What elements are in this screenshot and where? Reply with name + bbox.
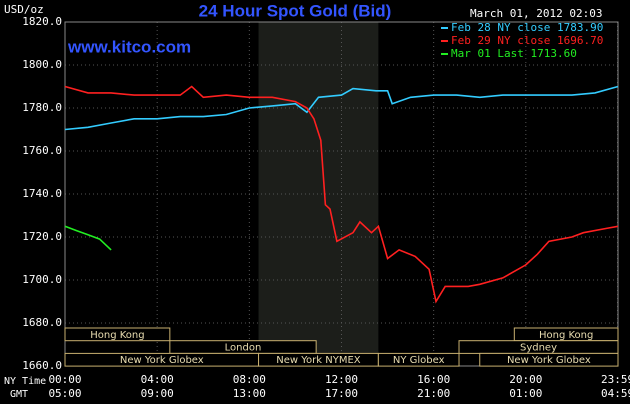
x-tick-label-gmt: 21:00 (417, 387, 450, 400)
y-tick-label: 1800.0 (22, 58, 62, 71)
x-tick-label-gmt: 13:00 (233, 387, 266, 400)
session-label: Hong Kong (90, 330, 144, 341)
timestamp: March 01, 2012 02:03 (470, 7, 602, 20)
x-tick-label: 20:00 (509, 373, 542, 386)
session-label: Sydney (520, 343, 557, 354)
session-bar (377, 352, 460, 367)
chart-title: 24 Hour Spot Gold (Bid) (199, 1, 392, 20)
x-tick-label-gmt: 05:00 (48, 387, 81, 400)
session-label: Hong Kong (539, 330, 593, 341)
session-label: New York Globex (120, 355, 204, 366)
series-line (64, 85, 619, 131)
x-tick-label: 08:00 (233, 373, 266, 386)
x-tick-label-gmt: 04:59 (601, 387, 630, 400)
y-tick-label: 1660.0 (22, 359, 62, 372)
x-tick-label: 23:59 (601, 373, 630, 386)
y-tick-label: 1780.0 (22, 101, 62, 114)
x-row-label: NY Time (4, 376, 46, 387)
legend-label: Mar 01 Last 1713.60 (451, 47, 577, 60)
y-tick-label: 1740.0 (22, 187, 62, 200)
y-axis-label: USD/oz (4, 3, 44, 16)
x-tick-label: 04:00 (141, 373, 174, 386)
y-tick-label: 1700.0 (22, 273, 62, 286)
x-tick-label: 00:00 (48, 373, 81, 386)
y-tick-label: 1760.0 (22, 144, 62, 157)
legend-label: Feb 28 NY close 1783.90 (451, 21, 603, 34)
x-tick-label: 16:00 (417, 373, 450, 386)
y-tick-label: 1720.0 (22, 230, 62, 243)
x-tick-label-gmt: 09:00 (141, 387, 174, 400)
session-label: NY Globex (393, 355, 445, 366)
x-tick-label-gmt: 17:00 (325, 387, 358, 400)
x-tick-label: 12:00 (325, 373, 358, 386)
session-bar (479, 352, 619, 367)
session-bar (64, 327, 171, 342)
series-line (64, 225, 112, 251)
session-label: London (225, 343, 262, 354)
session-label: New York Globex (507, 355, 591, 366)
y-tick-label: 1820.0 (22, 15, 62, 28)
y-tick-label: 1680.0 (22, 316, 62, 329)
legend-label: Feb 29 NY close 1696.70 (451, 34, 603, 47)
series-line (64, 85, 619, 304)
highlight-band (258, 22, 379, 366)
x-tick-label-gmt: 01:00 (509, 387, 542, 400)
watermark: www.kitco.com (67, 37, 191, 56)
x-row-label: GMT (10, 389, 28, 400)
session-label: New York NYMEX (276, 355, 361, 366)
